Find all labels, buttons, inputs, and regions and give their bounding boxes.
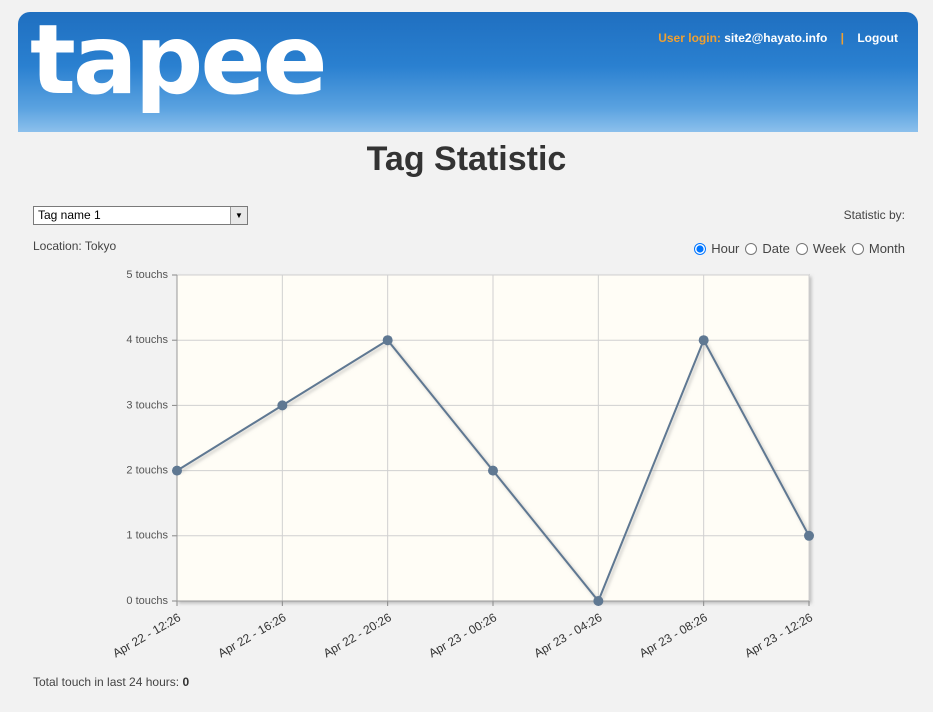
period-option[interactable]: Month <box>851 241 905 256</box>
location: Location: Tokyo <box>33 239 117 253</box>
tag-select[interactable]: Tag name 1 ▼ <box>33 206 248 225</box>
period-option[interactable]: Hour <box>694 241 739 256</box>
user-email: site2@hayato.info <box>724 31 828 45</box>
period-options: Hour Date Week Month <box>694 241 905 256</box>
footer: Total touch in last 24 hours: 0 <box>33 675 189 689</box>
x-tick-label: Apr 23 - 04:26 <box>532 610 605 660</box>
user-bar: User login: site2@hayato.info | Logout <box>658 31 898 45</box>
radio[interactable] <box>795 242 808 255</box>
y-tick-label: 3 touchs <box>126 399 168 411</box>
data-point <box>488 465 498 476</box>
x-tick-label: Apr 22 - 16:26 <box>216 610 289 660</box>
data-point <box>593 596 604 606</box>
logo[interactable]: tapee <box>30 4 328 116</box>
radio[interactable] <box>694 242 707 255</box>
y-tick-label: 4 touchs <box>126 334 168 346</box>
option-label: Week <box>812 241 846 256</box>
data-point <box>277 400 288 411</box>
option-label: Date <box>762 241 790 256</box>
separator: | <box>840 31 844 45</box>
x-tick-label: Apr 23 - 08:26 <box>637 610 710 660</box>
data-point <box>172 465 182 476</box>
logout-link[interactable]: Logout <box>857 31 898 45</box>
radio[interactable] <box>745 242 758 255</box>
x-tick-label: Apr 23 - 00:26 <box>426 610 499 660</box>
option-label: Month <box>868 241 905 256</box>
y-tick-label: 5 touchs <box>126 269 168 281</box>
period-option[interactable]: Date <box>745 241 790 256</box>
select-arrow[interactable]: ▼ <box>230 207 247 224</box>
data-point <box>382 335 393 346</box>
footer-value: 0 <box>182 675 190 689</box>
x-tick-label: Apr 22 - 20:26 <box>321 610 394 660</box>
user-login-label: User login: <box>658 31 721 45</box>
option-label: Hour <box>711 241 740 256</box>
data-point <box>698 335 709 346</box>
data-point <box>804 530 814 541</box>
y-tick-label: 1 touchs <box>126 530 168 542</box>
x-tick-label: Apr 22 - 12:26 <box>110 610 183 660</box>
y-tick-label: 2 touchs <box>126 465 168 477</box>
select-value: Tag name 1 <box>38 208 101 222</box>
y-tick-label: 0 touchs <box>126 595 168 607</box>
statistic-by-label: Statistic by: <box>843 208 905 222</box>
page-title: Tag Statistic <box>366 140 567 178</box>
x-tick-label: Apr 23 - 12:26 <box>742 610 815 660</box>
footer-label: Total touch in last 24 hours: <box>33 675 180 689</box>
period-option[interactable]: Week <box>795 241 846 256</box>
radio[interactable] <box>851 242 864 255</box>
header: tapee User login: site2@hayato.info | Lo… <box>18 4 918 132</box>
